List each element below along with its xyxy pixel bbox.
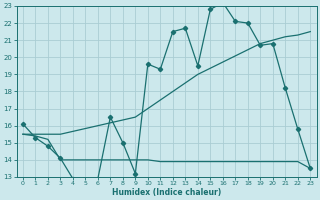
X-axis label: Humidex (Indice chaleur): Humidex (Indice chaleur) [112,188,221,197]
